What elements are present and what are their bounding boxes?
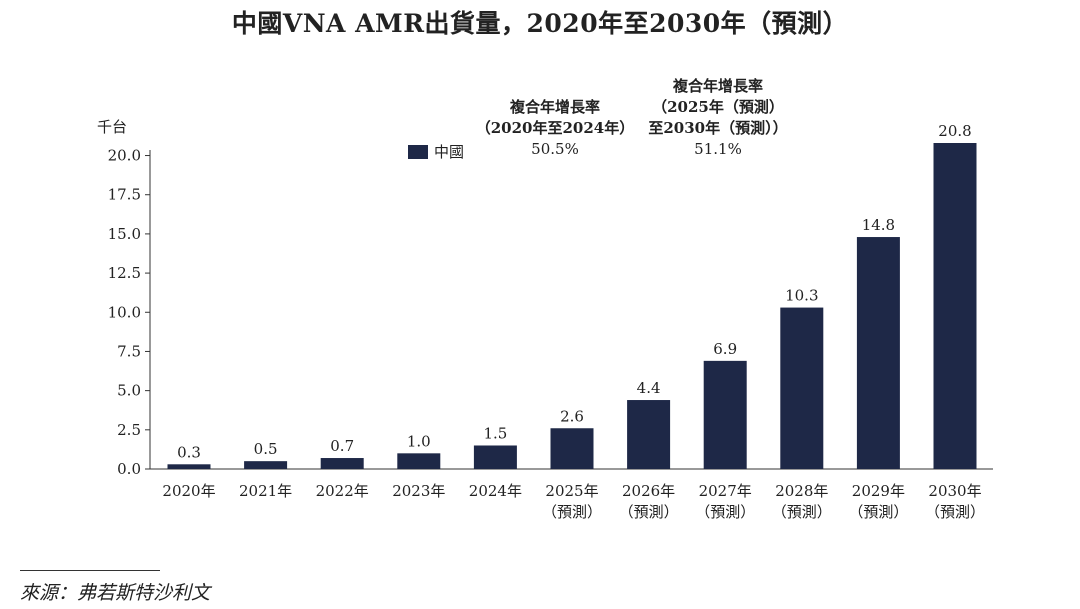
bar-value-label: 0.7 bbox=[330, 437, 354, 455]
bar bbox=[244, 461, 288, 469]
cagr-2020-2024-period: （2020年至2024年） bbox=[475, 119, 635, 137]
cagr-2025-2030-period-end: 至2030年（預測）） bbox=[648, 119, 788, 137]
x-tick-label: 2023年 bbox=[392, 482, 445, 500]
bar bbox=[780, 307, 824, 469]
x-tick-label: 2029年 bbox=[852, 482, 905, 500]
x-tick-sublabel: （預測） bbox=[925, 503, 985, 521]
bar-value-label: 14.8 bbox=[862, 216, 895, 234]
bar-value-label: 6.9 bbox=[713, 340, 737, 358]
x-tick-label: 2022年 bbox=[316, 482, 369, 500]
cagr-2025-2030: 複合年增長率 （2025年（預測） 至2030年（預測）） 51.1% bbox=[633, 76, 803, 160]
y-tick-label: 17.5 bbox=[108, 186, 141, 204]
x-tick-sublabel: （預測） bbox=[695, 503, 755, 521]
x-tick-label: 2020年 bbox=[162, 482, 215, 500]
chart-title: 中國VNA AMR出貨量，2020年至2030年（預測） bbox=[231, 9, 849, 38]
bar-value-label: 0.5 bbox=[254, 440, 278, 458]
cagr-2020-2024-value: 50.5% bbox=[531, 140, 579, 158]
y-tick-label: 5.0 bbox=[117, 382, 141, 400]
x-tick-sublabel: （預測） bbox=[619, 503, 679, 521]
bars: 0.3 0.5 0.7 1.0 1.5 2.6 4.4 6.9 10.3 14.8 20.8 bbox=[167, 122, 977, 469]
bar bbox=[703, 360, 747, 469]
y-tick-label: 15.0 bbox=[108, 225, 141, 243]
x-tick-sublabel: （預測） bbox=[772, 503, 832, 521]
bar bbox=[167, 464, 211, 469]
cagr-2025-2030-value: 51.1% bbox=[694, 140, 742, 158]
bar-value-label: 0.3 bbox=[177, 443, 201, 461]
legend: 中國 bbox=[408, 141, 464, 162]
legend-swatch bbox=[408, 144, 428, 159]
bar bbox=[933, 143, 977, 469]
y-tick-label: 0.0 bbox=[117, 460, 141, 478]
bar-value-label: 1.5 bbox=[483, 424, 507, 442]
bar bbox=[550, 428, 594, 469]
y-tick-label: 7.5 bbox=[117, 342, 141, 360]
y-tick-label: 10.0 bbox=[108, 303, 141, 321]
bar-value-label: 4.4 bbox=[637, 379, 661, 397]
x-tick-sublabel: （預測） bbox=[848, 503, 908, 521]
x-tick-label: 2030年 bbox=[928, 482, 981, 500]
x-tick-sublabel: （預測） bbox=[542, 503, 602, 521]
bar bbox=[397, 453, 441, 469]
x-tick-label: 2021年 bbox=[239, 482, 292, 500]
bar-value-label: 1.0 bbox=[407, 432, 431, 450]
cagr-2025-2030-heading: 複合年增長率 bbox=[672, 77, 763, 95]
bar bbox=[473, 445, 517, 469]
cagr-2025-2030-period-start: （2025年（預測） bbox=[652, 98, 784, 116]
y-tick-label: 12.5 bbox=[108, 264, 141, 282]
cagr-2020-2024-heading: 複合年增長率 bbox=[509, 98, 600, 116]
x-tick-label: 2026年 bbox=[622, 482, 675, 500]
bar-value-label: 20.8 bbox=[938, 122, 971, 140]
y-axis-label: 千台 bbox=[97, 118, 127, 136]
source-divider bbox=[20, 570, 160, 571]
bar bbox=[856, 237, 900, 469]
bar bbox=[320, 458, 364, 469]
x-axis-labels: 2020年 2021年 2022年 2023年 2024年 2025年 （預測） 2026年 （… bbox=[162, 482, 985, 521]
bar bbox=[627, 400, 671, 469]
x-tick-label: 2024年 bbox=[469, 482, 522, 500]
bar-value-label: 2.6 bbox=[560, 407, 584, 425]
x-tick-label: 2025年 bbox=[545, 482, 598, 500]
legend-label: 中國 bbox=[434, 143, 465, 161]
bar-value-label: 10.3 bbox=[785, 287, 818, 305]
source-note: 來源：弗若斯特沙利文 bbox=[20, 582, 211, 604]
x-tick-label: 2028年 bbox=[775, 482, 828, 500]
x-tick-label: 2027年 bbox=[699, 482, 752, 500]
y-tick-label: 20.0 bbox=[108, 147, 141, 165]
cagr-2020-2024: 複合年增長率 （2020年至2024年） 50.5% bbox=[470, 97, 640, 160]
y-tick-label: 2.5 bbox=[117, 421, 141, 439]
